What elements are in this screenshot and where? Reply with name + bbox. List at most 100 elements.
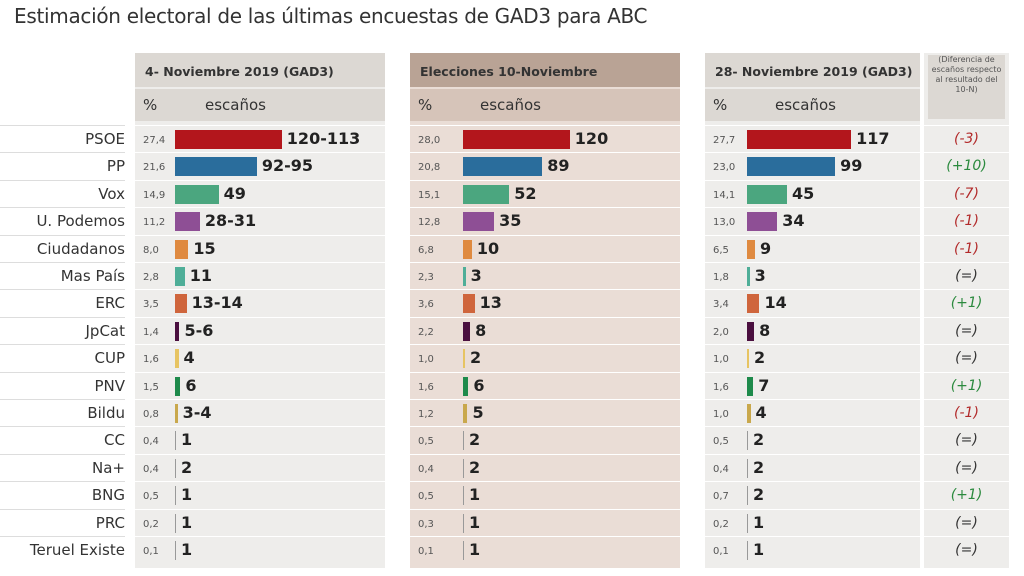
bar bbox=[175, 212, 200, 232]
seats-value: 2 bbox=[470, 348, 482, 368]
seats-value: 120 bbox=[574, 129, 609, 148]
seats-value: 1 bbox=[181, 485, 193, 505]
bar bbox=[463, 294, 475, 314]
bar bbox=[747, 513, 748, 533]
table-row: 1,0 2 bbox=[410, 344, 680, 372]
table-row: 1,5 6 bbox=[135, 371, 385, 400]
seats-value: 45 bbox=[792, 183, 815, 203]
seats-value: 4 bbox=[755, 403, 767, 422]
table-row: 0,5 2 bbox=[705, 426, 920, 454]
table-row: 0,2 1 bbox=[135, 508, 385, 537]
table-row: 1,0 2 bbox=[705, 344, 920, 372]
bar bbox=[175, 486, 176, 506]
bar bbox=[747, 212, 778, 232]
pct-value: 1,6 bbox=[713, 381, 729, 393]
table-row: 0,8 3-4 bbox=[135, 399, 385, 427]
pct-value: 2,3 bbox=[418, 272, 434, 283]
bar bbox=[463, 349, 465, 369]
pct-header: % bbox=[713, 96, 728, 114]
pct-value: 2,2 bbox=[418, 326, 434, 338]
column-headers: % escaños bbox=[705, 89, 920, 121]
seats-header: escaños bbox=[480, 96, 541, 114]
pct-value: 21,6 bbox=[143, 162, 166, 174]
pct-value: 0,5 bbox=[418, 436, 434, 448]
table-row: 21,6 92-95 bbox=[135, 152, 385, 180]
table-row: 23,0 99 bbox=[705, 152, 920, 180]
table-row: 0,1 1 bbox=[135, 536, 385, 564]
seats-value: 15 bbox=[193, 238, 216, 258]
seats-value: 99 bbox=[840, 156, 863, 176]
table-row: 3,6 13 bbox=[410, 289, 680, 317]
seat-difference: (+1) bbox=[924, 371, 1009, 400]
bar bbox=[175, 431, 176, 451]
seats-value: 1 bbox=[181, 430, 193, 450]
bar bbox=[175, 376, 181, 396]
bar bbox=[463, 184, 510, 204]
table-row: 8,0 15 bbox=[135, 234, 385, 263]
pct-value: 27,4 bbox=[143, 135, 166, 146]
bar bbox=[747, 349, 749, 369]
pct-value: 0,4 bbox=[143, 436, 159, 448]
table-row: 2,8 11 bbox=[135, 262, 385, 290]
bar bbox=[463, 404, 468, 423]
bar bbox=[463, 212, 495, 232]
seats-value: 1 bbox=[469, 512, 481, 532]
bar bbox=[463, 267, 466, 286]
bar bbox=[747, 431, 748, 451]
pct-value: 12,8 bbox=[418, 217, 441, 229]
bar bbox=[747, 486, 748, 506]
seats-value: 4 bbox=[183, 348, 195, 368]
table-row: 1,4 5-6 bbox=[135, 316, 385, 345]
table-row: 0,5 1 bbox=[410, 481, 680, 509]
seat-difference: (=) bbox=[924, 536, 1009, 564]
seats-value: 6 bbox=[473, 375, 485, 395]
party-label: JpCat bbox=[0, 316, 125, 345]
seat-difference: (+10) bbox=[924, 152, 1009, 180]
bar bbox=[175, 239, 189, 259]
pct-value: 2,8 bbox=[143, 272, 159, 283]
pct-value: 3,6 bbox=[418, 299, 434, 311]
party-label: U. Podemos bbox=[0, 207, 125, 235]
pct-value: 20,8 bbox=[418, 162, 441, 174]
party-label: CC bbox=[0, 426, 125, 454]
seats-value: 2 bbox=[469, 457, 481, 477]
bar bbox=[463, 239, 472, 259]
pct-value: 1,0 bbox=[418, 354, 434, 366]
panel-body: 27,4 120-113 21,6 92-95 14,9 49 11,2 28-31 8,0 15… bbox=[135, 125, 385, 568]
pct-value: 1,6 bbox=[143, 354, 159, 366]
table-row: 0,3 1 bbox=[410, 508, 680, 537]
party-label: PRC bbox=[0, 508, 125, 537]
bar bbox=[175, 541, 176, 560]
panel-body: 27,7 117 23,0 99 14,1 45 13,0 34 6,5 9 1,8 3 3,4 14 2,… bbox=[705, 125, 920, 568]
pct-value: 0,4 bbox=[713, 463, 729, 475]
bar bbox=[463, 376, 469, 396]
seat-difference: (=) bbox=[924, 316, 1009, 345]
party-label: Ciudadanos bbox=[0, 234, 125, 263]
pct-value: 0,1 bbox=[418, 546, 434, 557]
seats-value: 8 bbox=[475, 320, 487, 340]
table-row: 0,4 2 bbox=[410, 453, 680, 482]
seats-value: 117 bbox=[856, 129, 890, 148]
table-row: 0,5 1 bbox=[135, 481, 385, 509]
bar bbox=[175, 157, 257, 177]
bar bbox=[175, 294, 187, 314]
table-row: 2,2 8 bbox=[410, 316, 680, 345]
panel-4-nov: 4- Noviembre 2019 (GAD3) % escaños 27,4 12… bbox=[135, 53, 385, 568]
bar bbox=[463, 431, 464, 451]
party-label: CUP bbox=[0, 344, 125, 372]
pct-value: 0,4 bbox=[418, 463, 434, 475]
bar bbox=[463, 130, 570, 149]
bar bbox=[175, 349, 179, 369]
party-label: Bildu bbox=[0, 399, 125, 427]
party-label: BNG bbox=[0, 481, 125, 509]
seat-difference: (-3) bbox=[924, 125, 1009, 153]
seats-value: 13-14 bbox=[191, 293, 243, 313]
difference-body: (-3) (+10) (-7) (-1) (-1) (=) (+1) (=) (=) (+1) (-… bbox=[924, 125, 1009, 568]
pct-value: 11,2 bbox=[143, 217, 166, 229]
bar bbox=[175, 404, 178, 423]
bar bbox=[747, 541, 748, 560]
pct-header: % bbox=[418, 96, 433, 114]
seats-value: 3 bbox=[754, 266, 766, 285]
bar bbox=[175, 184, 219, 204]
pct-value: 1,4 bbox=[143, 326, 159, 338]
